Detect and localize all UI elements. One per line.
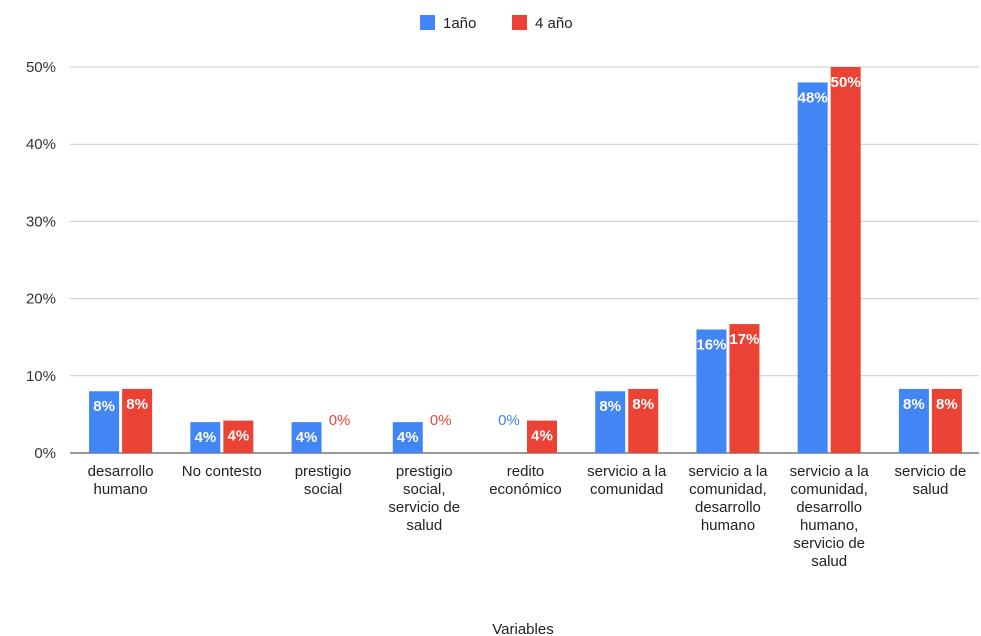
x-category-label: No contesto (182, 463, 262, 480)
data-label: 0% (430, 412, 452, 429)
legend-label: 1año (443, 15, 476, 32)
x-category-label: servicio de salud (895, 463, 967, 498)
x-category-label: desarrollo humano (88, 463, 154, 498)
data-labels: 8% 8% 4% 4% 4% 0% 4% 0% 0% 4% 8% 8% 16% 17% 48%50% 8% 8% (93, 74, 957, 446)
bar-series-2 (223, 420, 254, 453)
bar-series-1 (392, 422, 423, 453)
data-label: 4% (227, 428, 249, 445)
y-axis-ticks: 0% 10% 20% 30% 40% 50% (26, 59, 56, 462)
legend-swatch (420, 15, 435, 30)
data-label: 4% (194, 429, 216, 446)
data-label: 8% (126, 396, 148, 413)
bar-series-1 (898, 388, 929, 453)
data-label: 8% (93, 398, 115, 415)
bars (89, 67, 962, 453)
data-label: 50% (831, 74, 861, 91)
bar-series-1 (190, 422, 221, 453)
y-tick-label: 30% (26, 213, 56, 230)
data-label: 0% (329, 412, 351, 429)
y-tick-label: 10% (26, 368, 56, 385)
bar-series-2 (122, 388, 153, 453)
bar-series-1 (696, 329, 727, 453)
data-label: 8% (632, 396, 654, 413)
y-tick-label: 20% (26, 291, 56, 308)
bar-series-2 (931, 388, 962, 453)
data-label: 8% (599, 398, 621, 415)
x-category-label: servicio a la comunidad, desarrollo humano,… (790, 463, 870, 570)
bar-series-2 (729, 324, 760, 453)
bar-series-1 (595, 391, 626, 453)
x-category-label: prestigio social (295, 463, 352, 498)
y-tick-label: 50% (26, 59, 56, 76)
data-label: 8% (936, 396, 958, 413)
bar-series-2 (628, 388, 659, 453)
data-label: 8% (903, 396, 925, 413)
data-label: 4% (397, 429, 419, 446)
legend-swatch (512, 15, 527, 30)
legend: 1año 4 año (420, 15, 573, 32)
bar-series-1 (291, 422, 322, 453)
data-label: 0% (498, 412, 520, 429)
data-label: 17% (729, 331, 759, 348)
bar-series-2 (830, 67, 861, 453)
y-tick-label: 40% (26, 136, 56, 153)
x-category-label: servicio a la comunidad, desarrollo humano (688, 463, 768, 534)
bar-series-2 (527, 420, 557, 453)
data-label: 16% (696, 336, 726, 353)
data-label: 4% (531, 428, 553, 445)
data-label: 4% (296, 429, 318, 446)
legend-label: 4 año (535, 15, 573, 32)
bar-series-1 (89, 391, 120, 453)
x-axis-title: Variables (492, 621, 553, 636)
bar-series-1 (797, 82, 828, 453)
x-category-label: prestigio social, servicio de salud (388, 463, 460, 534)
data-label: 48% (798, 89, 828, 106)
y-tick-label: 0% (34, 445, 56, 462)
x-category-label: redito económico (489, 463, 562, 498)
x-axis-categories: desarrollo humano No contesto prestigio soci… (88, 463, 967, 570)
x-category-label: servicio a la comunidad (587, 463, 667, 498)
